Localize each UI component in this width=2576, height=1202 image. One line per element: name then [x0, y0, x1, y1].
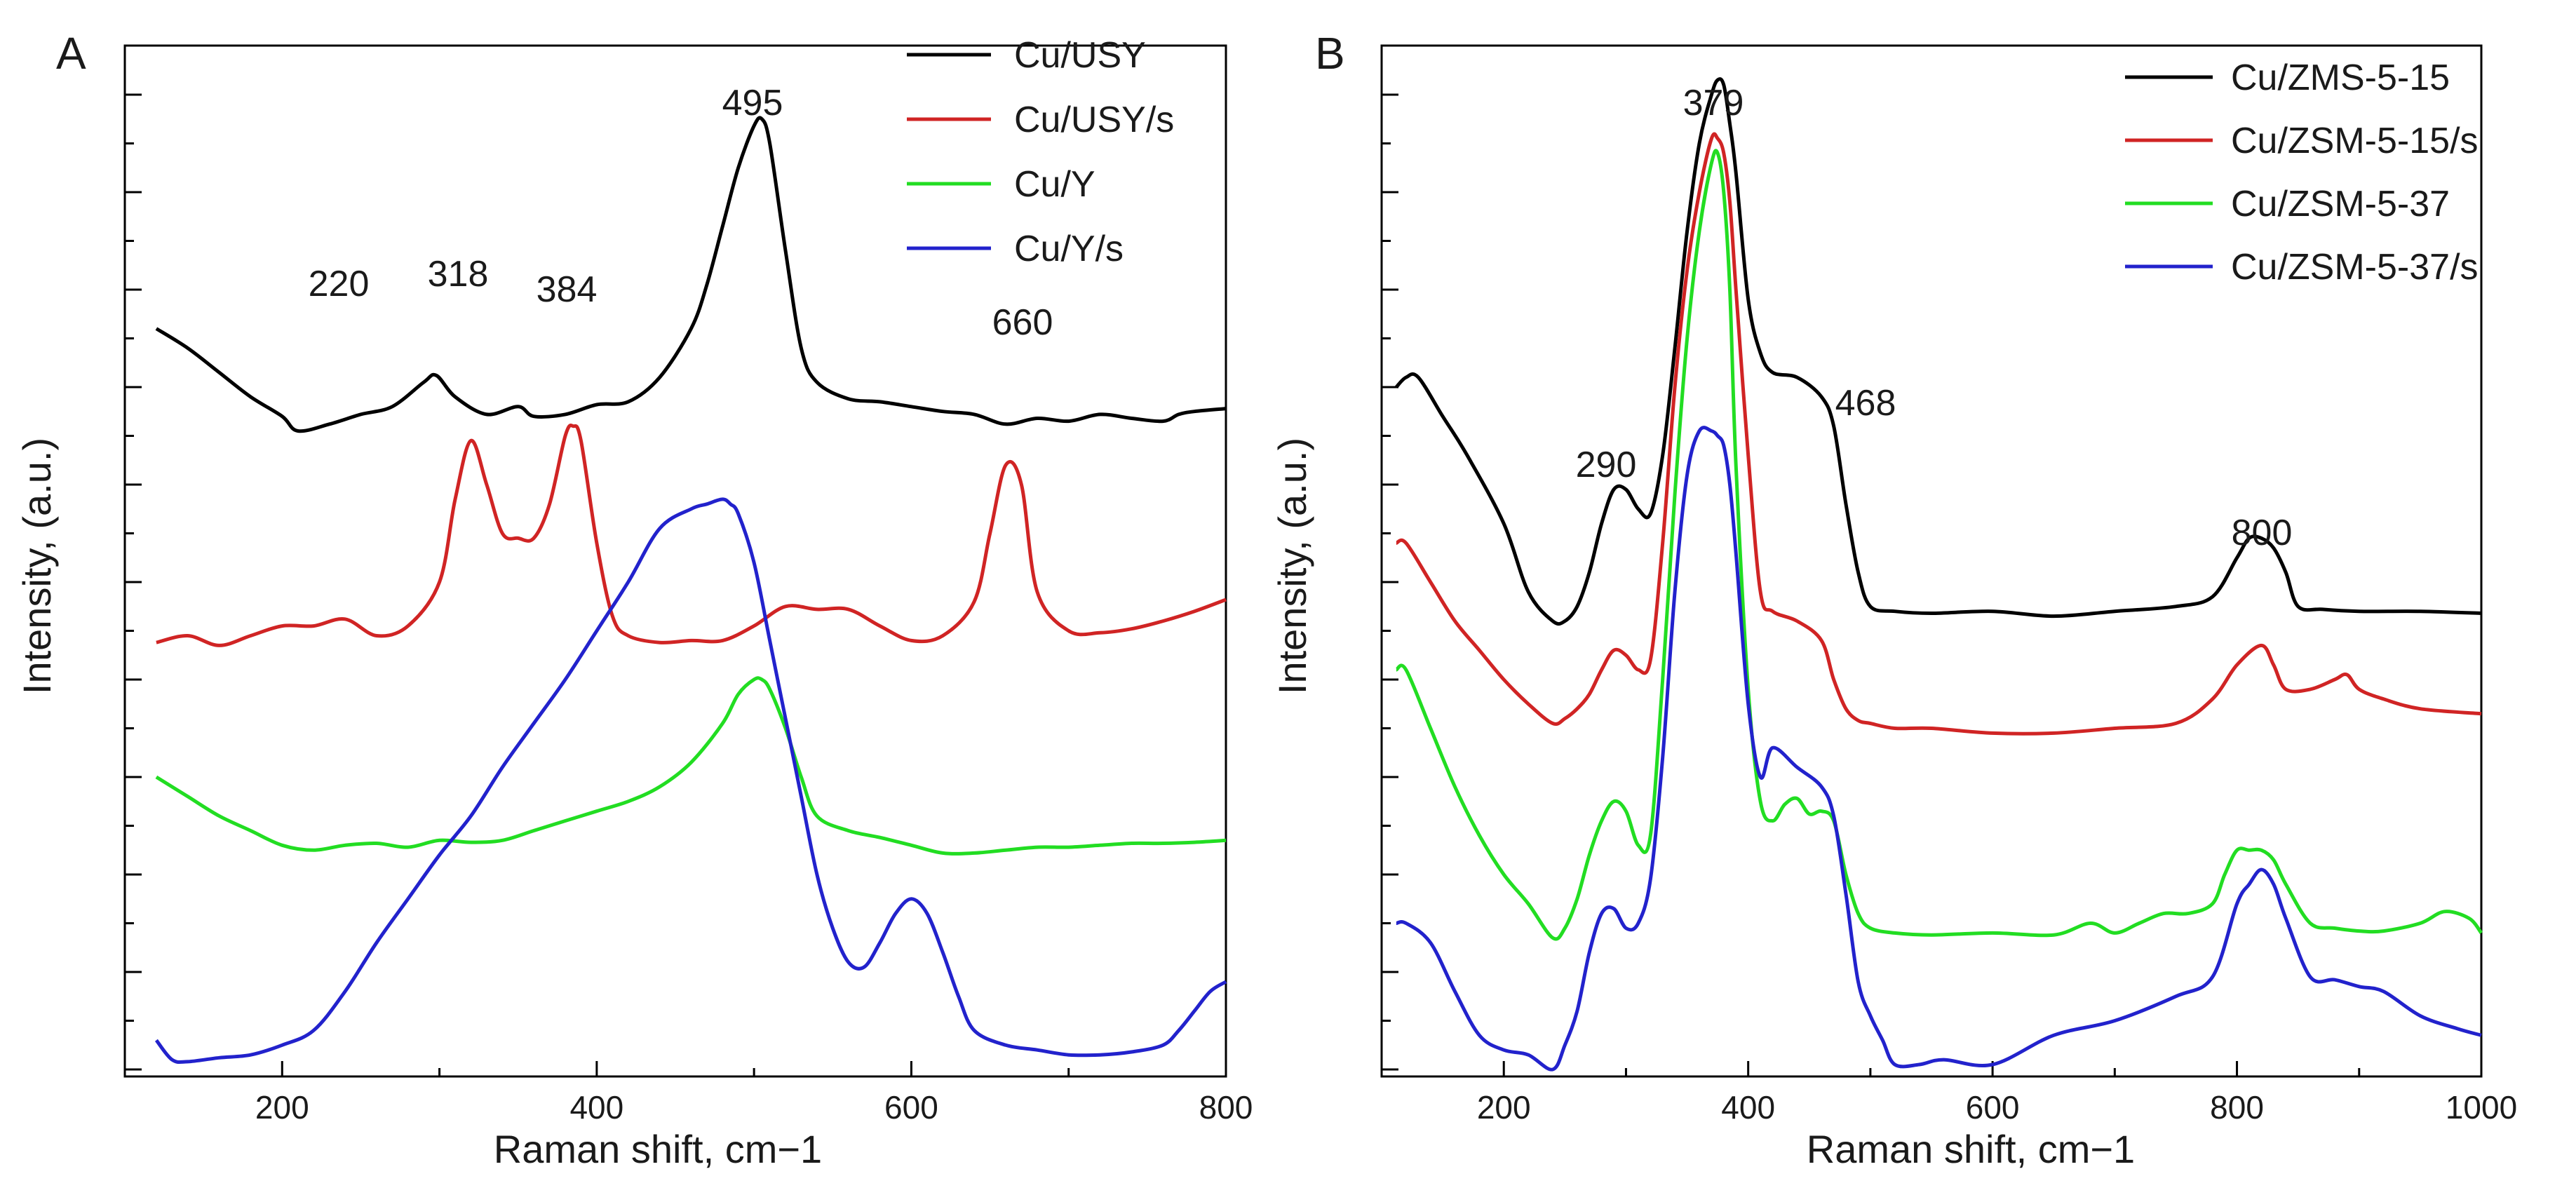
peak-label: 379	[1683, 83, 1744, 123]
series-line-cu-zsm-5-37	[1395, 149, 2483, 941]
series-line-cu-zsm-5-37-s	[1396, 426, 2482, 1072]
x-tick-label: 400	[569, 1089, 623, 1126]
series-line-cu-zsm-5-15-s	[1395, 132, 2482, 736]
x-tick-label: 200	[1477, 1089, 1531, 1126]
panel-a-series	[154, 116, 1227, 1065]
x-tick-label: 800	[1199, 1089, 1253, 1126]
peak-label: 318	[428, 254, 489, 295]
series-line-cu-usy	[155, 116, 1227, 433]
legend-label: Cu/ZSM-5-15/s	[2231, 121, 2479, 161]
series-line-cu-usy-s	[156, 424, 1227, 647]
legend-label: Cu/Y/s	[1014, 229, 1124, 269]
series-line-cu-zms-5-15	[1395, 77, 2482, 626]
x-tick-label: 200	[255, 1089, 309, 1126]
legend-label: Cu/USY/s	[1014, 100, 1174, 140]
legend-label: Cu/ZSM-5-37/s	[2231, 247, 2479, 288]
peak-label: 220	[309, 264, 370, 304]
series-line-cu-y-s	[154, 497, 1227, 1065]
panel-a-x-axis-title: Raman shift, cm−1	[494, 1127, 822, 1171]
panel-b-peak-labels: 290 379 468 800	[1576, 83, 2293, 553]
peak-label: 800	[2232, 513, 2293, 553]
series-line-cu-y	[155, 676, 1227, 856]
peak-label: 384	[537, 269, 598, 310]
panel-a-peak-labels: 220 318 384 495 660	[309, 83, 1053, 343]
legend-label: Cu/ZMS-5-15	[2231, 58, 2450, 98]
panel-a-letter: A	[56, 28, 86, 79]
panel-a-y-axis-title: Intensity, (a.u.)	[15, 438, 59, 694]
panel-b-letter: B	[1315, 28, 1345, 79]
peak-label: 660	[992, 302, 1053, 343]
peak-label: 495	[722, 83, 783, 123]
panel-b-x-axis-title: Raman shift, cm−1	[1807, 1127, 2135, 1171]
panel-b-series	[1395, 77, 2483, 1072]
panel-b-ticks: 200 400 600 800 1000	[1380, 93, 2517, 1126]
panel-b-legend: Cu/ZMS-5-15 Cu/ZSM-5-15/s Cu/ZSM-5-37 Cu…	[2125, 58, 2479, 288]
x-tick-label: 1000	[2446, 1089, 2517, 1126]
panel-b-y-axis-title: Intensity, (a.u.)	[1270, 438, 1314, 694]
panel-a-legend: Cu/USY Cu/USY/s Cu/Y Cu/Y/s	[907, 35, 1174, 269]
x-tick-label: 600	[884, 1089, 938, 1126]
panel-a-ticks: 200 400 600 800	[123, 93, 1253, 1126]
peak-label: 290	[1576, 445, 1637, 485]
x-tick-label: 400	[1721, 1089, 1775, 1126]
panel-b: B Intensity, (a.u.) Raman shift, cm−1 20…	[1270, 28, 2517, 1171]
legend-label: Cu/Y	[1014, 164, 1095, 205]
x-tick-label: 800	[2210, 1089, 2264, 1126]
panel-a: A Intensity, (a.u.) Raman shift, cm−1 20…	[15, 28, 1253, 1171]
x-tick-label: 600	[1966, 1089, 2020, 1126]
panel-a-plot-frame	[123, 44, 1227, 1078]
legend-label: Cu/ZSM-5-37	[2231, 184, 2450, 224]
panel-b-plot-frame	[1380, 44, 2483, 1078]
peak-label: 468	[1835, 383, 1896, 424]
legend-label: Cu/USY	[1014, 35, 1146, 76]
